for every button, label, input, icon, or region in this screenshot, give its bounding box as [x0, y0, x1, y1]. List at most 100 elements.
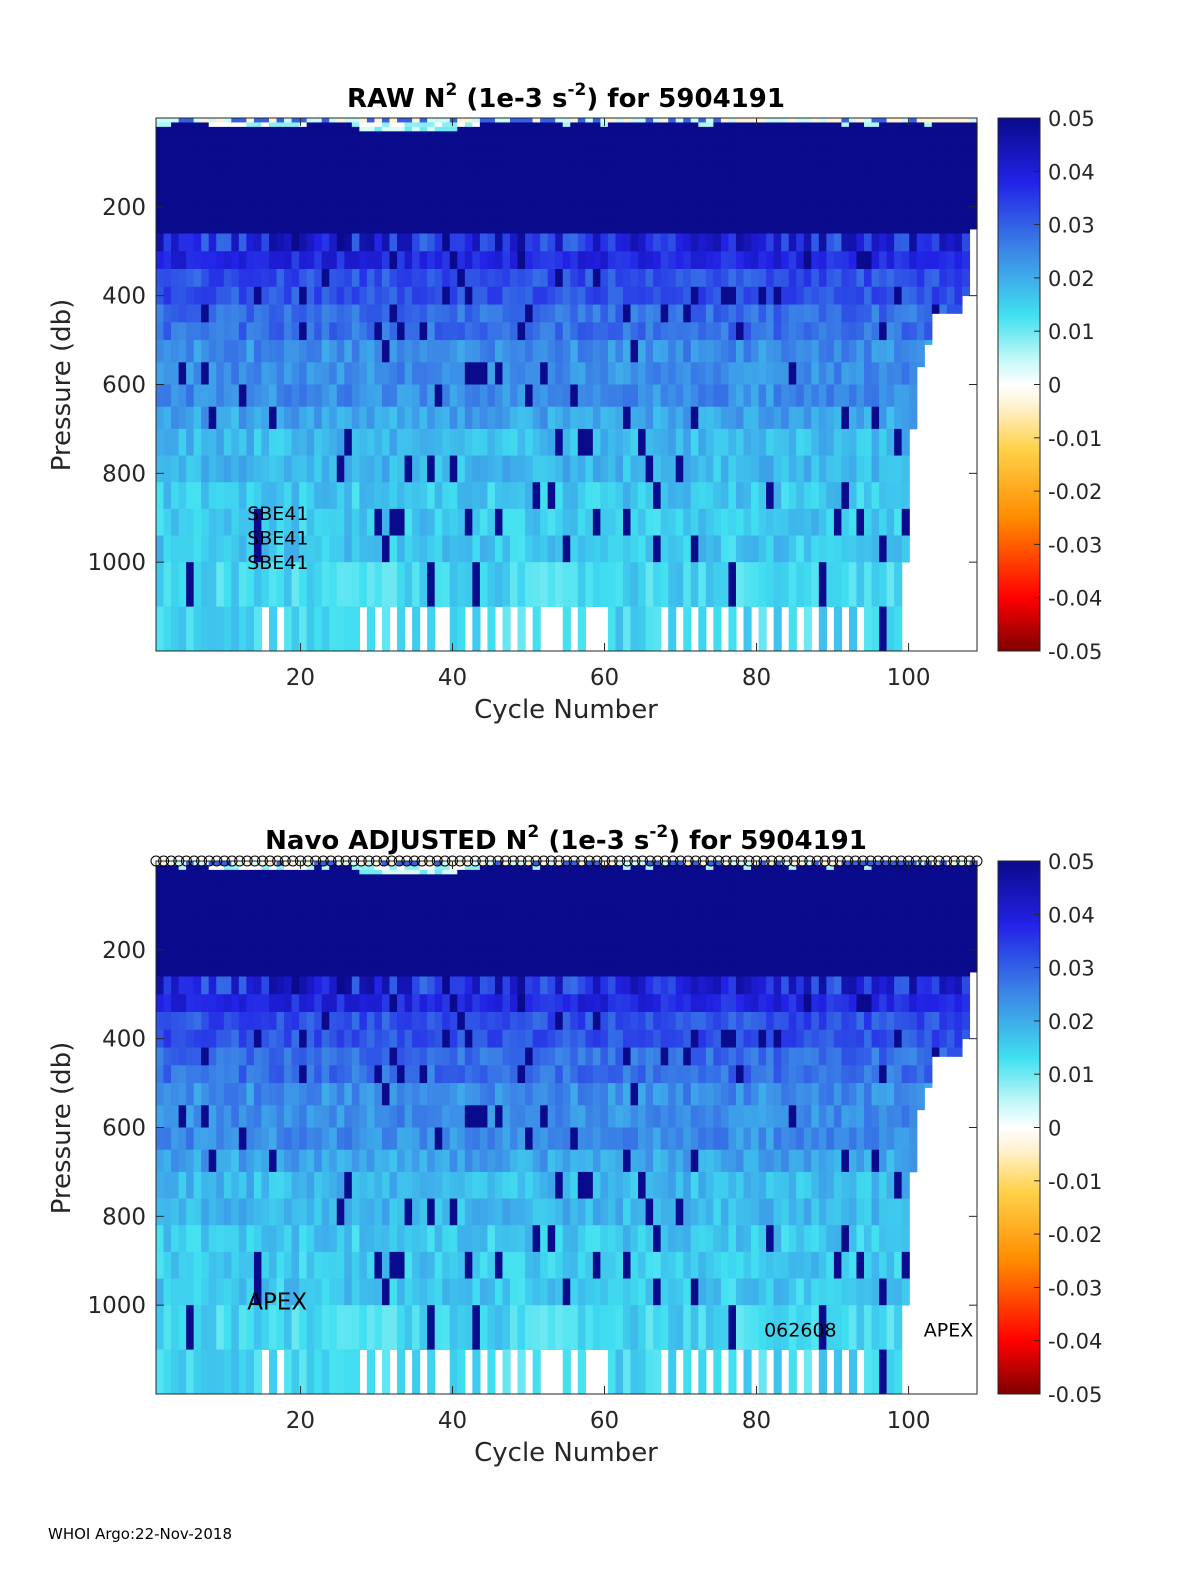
- heatmap-cell: [374, 340, 383, 363]
- heatmap-cell: [329, 206, 338, 221]
- heatmap-cell: [698, 286, 707, 305]
- heatmap-cell: [577, 175, 586, 190]
- heatmap-cell: [615, 286, 624, 305]
- heatmap-cell: [472, 508, 481, 536]
- heatmap-cell: [788, 220, 797, 234]
- heatmap-cell: [193, 153, 202, 163]
- heatmap-cell: [622, 976, 632, 995]
- heatmap-cell: [389, 131, 398, 137]
- heatmap-cell: [781, 428, 790, 456]
- heatmap-cell: [547, 918, 556, 933]
- heatmap-cell: [585, 865, 594, 871]
- heatmap-cell: [796, 340, 805, 363]
- heatmap-cell: [735, 562, 745, 607]
- heatmap-cell: [306, 1065, 315, 1084]
- heatmap-cell: [773, 122, 782, 128]
- heatmap-cell: [547, 994, 556, 1013]
- heatmap-cell: [517, 406, 526, 430]
- heatmap-cell: [284, 131, 293, 137]
- heatmap-cell: [570, 1225, 579, 1253]
- heatmap-cell: [668, 406, 677, 430]
- heatmap-cell: [585, 994, 594, 1013]
- heatmap-cell: [479, 206, 489, 221]
- heatmap-cell: [517, 384, 526, 408]
- heatmap-cell: [321, 918, 330, 933]
- heatmap-cell: [592, 206, 601, 221]
- heatmap-cell: [366, 206, 376, 221]
- heatmap-cell: [592, 304, 601, 323]
- heatmap-cell: [577, 162, 586, 177]
- heatmap-cell: [517, 162, 526, 177]
- heatmap-cell: [389, 949, 398, 964]
- heatmap-cell: [216, 994, 225, 1013]
- heatmap-cell: [562, 269, 571, 288]
- heatmap-cell: [622, 1251, 632, 1279]
- heatmap-cell: [381, 1029, 391, 1048]
- heatmap-cell: [577, 1012, 586, 1031]
- heatmap-cell: [479, 1127, 489, 1151]
- heatmap-cell: [374, 122, 383, 128]
- heatmap-cell: [592, 233, 601, 252]
- heatmap-cell: [314, 269, 323, 288]
- heatmap-cell: [336, 949, 345, 964]
- heatmap-cell: [653, 406, 662, 430]
- heatmap-cell: [577, 206, 586, 221]
- heatmap-cell: [939, 118, 948, 123]
- heatmap-cell: [457, 1083, 466, 1106]
- heatmap-cell: [291, 126, 300, 132]
- heatmap-cell: [178, 286, 187, 305]
- heatmap-cell: [268, 269, 278, 288]
- heatmap-cell: [253, 126, 263, 132]
- heatmap-cell: [231, 508, 240, 536]
- heatmap-cell: [818, 455, 827, 483]
- heatmap-cell: [479, 455, 489, 483]
- heatmap-cell: [773, 455, 782, 483]
- heatmap-cell: [811, 135, 820, 146]
- heatmap-cell: [487, 131, 496, 137]
- heatmap-cell: [366, 963, 376, 977]
- heatmap-cell: [404, 1127, 413, 1151]
- heatmap-cell: [291, 1278, 300, 1306]
- heatmap-cell: [781, 131, 790, 137]
- heatmap-cell: [510, 994, 519, 1013]
- heatmap-cell: [216, 1127, 225, 1151]
- heatmap-cell: [238, 905, 247, 920]
- heatmap-cell: [562, 220, 571, 234]
- heatmap-cell: [193, 144, 202, 154]
- heatmap-cell: [803, 251, 812, 270]
- heatmap-cell: [766, 153, 775, 163]
- heatmap-cell: [201, 1198, 210, 1226]
- heatmap-cell: [494, 144, 504, 154]
- heatmap-cell: [622, 1171, 632, 1199]
- heatmap-cell: [171, 286, 180, 305]
- heatmap-cell: [690, 286, 699, 305]
- heatmap-cell: [419, 455, 428, 483]
- heatmap-cell: [238, 340, 247, 363]
- heatmap-cell: [276, 126, 285, 132]
- heatmap-cell: [238, 153, 247, 163]
- heatmap-cell: [284, 1349, 293, 1395]
- heatmap-cell: [427, 1305, 436, 1350]
- heatmap-cell: [306, 1198, 315, 1226]
- heatmap-cell: [201, 206, 210, 221]
- heatmap-cell: [856, 384, 865, 408]
- heatmap-cell: [818, 269, 827, 288]
- heatmap-cell: [577, 220, 586, 234]
- heatmap-cell: [268, 144, 278, 154]
- heatmap-cell: [427, 131, 436, 137]
- heatmap-cell: [532, 153, 541, 163]
- heatmap-cell: [653, 269, 662, 288]
- heatmap-cell: [404, 1029, 413, 1048]
- heatmap-cell: [434, 562, 443, 607]
- heatmap-cell: [720, 535, 730, 563]
- heatmap-cell: [178, 874, 187, 880]
- heatmap-cell: [419, 963, 428, 977]
- heatmap-cell: [427, 1047, 436, 1066]
- heatmap-cell: [833, 362, 843, 385]
- heatmap-cell: [336, 162, 345, 177]
- heatmap-cell: [397, 144, 406, 154]
- heatmap-cell: [781, 384, 790, 408]
- heatmap-cell: [351, 428, 360, 456]
- heatmap-cell: [532, 1012, 541, 1031]
- heatmap-cell: [788, 606, 797, 652]
